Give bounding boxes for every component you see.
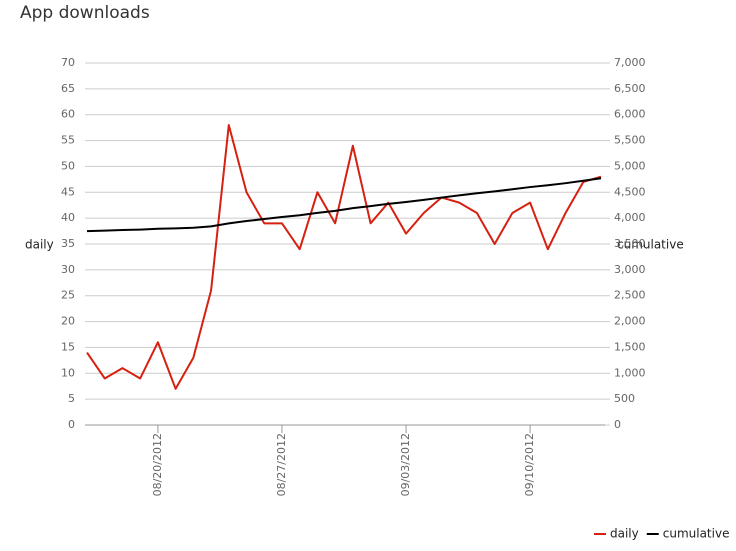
y-tick-label: 70 xyxy=(61,56,75,69)
y-tick-label: 30 xyxy=(61,263,75,276)
y-tick-label: 60 xyxy=(61,108,75,121)
y-axis-title: daily xyxy=(25,238,54,252)
y-tick-label: 15 xyxy=(61,340,75,353)
y2-tick-label: 1,000 xyxy=(614,366,646,379)
y-tick-label: 25 xyxy=(61,289,75,302)
y2-tick-label: 4,500 xyxy=(614,185,646,198)
legend-text: cumulative xyxy=(663,527,730,541)
x-tick-label: 09/03/2012 xyxy=(399,433,412,496)
x-tick-label: 09/10/2012 xyxy=(523,433,536,496)
y2-tick-label: 6,500 xyxy=(614,82,646,95)
x-tick-label: 08/20/2012 xyxy=(151,433,164,496)
y2-tick-label: 0 xyxy=(614,418,621,431)
y-tick-label: 10 xyxy=(61,366,75,379)
y2-tick-label: 500 xyxy=(614,392,635,405)
chart-title: App downloads xyxy=(20,3,150,23)
y2-tick-label: 2,500 xyxy=(614,289,646,302)
y2-tick-label: 4,000 xyxy=(614,211,646,224)
y-tick-label: 35 xyxy=(61,237,75,250)
y2-tick-label: 5,000 xyxy=(614,159,646,172)
y2-tick-label: 5,500 xyxy=(614,134,646,147)
y-tick-label: 20 xyxy=(61,315,75,328)
y-tick-label: 65 xyxy=(61,82,75,95)
y2-tick-label: 2,000 xyxy=(614,315,646,328)
y2-tick-label: 3,500 xyxy=(614,237,646,250)
y-tick-label: 55 xyxy=(61,134,75,147)
series-line xyxy=(86,177,602,233)
y2-tick-label: 7,000 xyxy=(614,56,646,69)
y2-tick-label: 1,500 xyxy=(614,340,646,353)
y-tick-label: 45 xyxy=(61,185,75,198)
y2-tick-label: 3,000 xyxy=(614,263,646,276)
y-tick-label: 0 xyxy=(68,418,75,431)
series-line xyxy=(86,124,602,390)
y-tick-label: 5 xyxy=(68,392,75,405)
y-tick-label: 40 xyxy=(61,211,75,224)
y-tick-label: 50 xyxy=(61,159,75,172)
legend-text: daily xyxy=(610,527,639,541)
y2-tick-label: 6,000 xyxy=(614,108,646,121)
x-tick-label: 08/27/2012 xyxy=(275,433,288,496)
y2-axis-title: cumulative xyxy=(617,238,684,252)
